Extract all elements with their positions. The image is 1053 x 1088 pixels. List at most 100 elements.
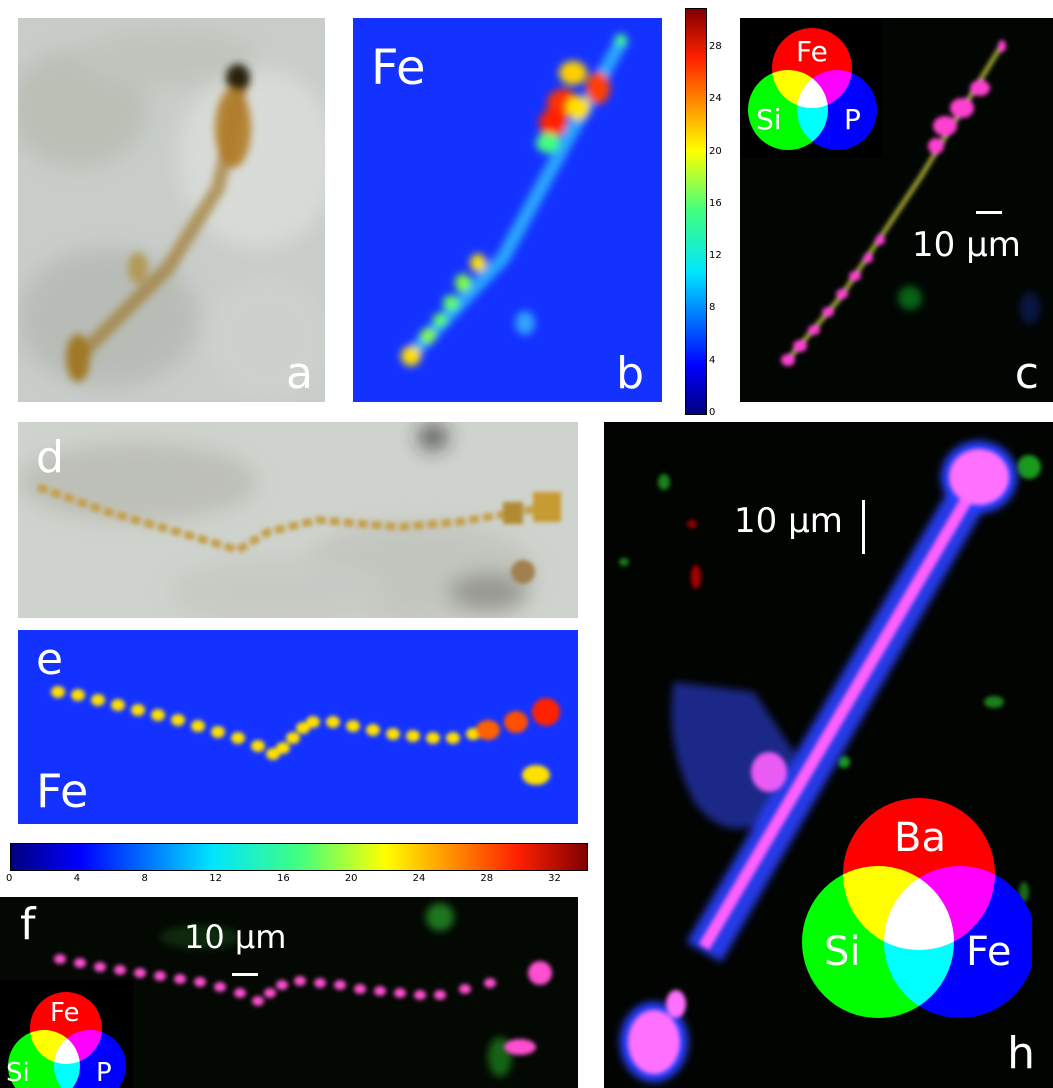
horizontal-colorbar-tick: 8 [141,873,148,884]
fe-bead [528,961,552,985]
panel-e-fe-map: e Fe [18,630,578,824]
fe-bead [446,732,460,744]
vertical-colorbar-tick: 24 [709,93,722,105]
panel-h-label: h [1007,1028,1035,1079]
panel-e-label: e [36,634,64,685]
fe-bead [114,965,126,975]
panel-b-image [353,18,662,402]
fe-bead [286,732,300,744]
fe-bead [476,720,500,740]
fe-bead [231,732,245,744]
panel-d-optical-image: d [18,422,578,618]
panel-a-image [18,18,325,402]
panel-h-scale-bar-line [862,500,865,554]
fe-bead [171,714,185,726]
fe-bead [94,962,106,972]
panel-c-image [740,18,1053,402]
panel-c-rgb-composite: Fe Si P 10 µm c [740,18,1053,402]
vertical-colorbar-tick: 28 [709,41,722,53]
fe-bead [532,698,560,726]
vertical-colorbar-tick: 8 [709,302,716,314]
vertical-colorbar-tick: 16 [709,197,722,209]
venn-diagram-h [802,798,1032,1018]
panel-b-fe-map: Fe b [353,18,662,402]
fe-bead [366,724,380,736]
fe-bead [276,742,290,754]
fe-bead [111,699,125,711]
horizontal-colorbar-tick: 20 [344,873,358,884]
panel-f-rgb-composite: Fe Si P f 10 µm [0,897,578,1088]
panel-d-label: d [36,432,64,483]
fe-bead [386,728,400,740]
panel-f-legend-left: Si [6,1058,30,1088]
panel-h-legend-left: Si [824,929,861,975]
fe-bead [234,988,246,998]
fe-bead [194,977,206,987]
horizontal-colorbar-tick: 0 [6,873,13,884]
fe-bead [484,978,496,988]
vertical-colorbar [685,8,707,415]
fe-bead [459,984,471,994]
fe-bead [326,716,340,728]
panel-c-label: c [1014,348,1039,399]
fe-bead [154,971,166,981]
fe-bead [406,730,420,742]
fe-bead [74,958,86,968]
vertical-colorbar-tick: 0 [709,407,716,418]
panel-h-scale-bar-label: 10 µm [734,501,843,541]
panel-c-legend: Fe Si P [740,18,883,158]
fe-bead [504,1039,536,1055]
panel-b-label: b [616,348,644,399]
fe-bead [414,990,426,1000]
fe-bead [264,988,276,998]
fe-bead [346,720,360,732]
panel-d-image [18,422,578,618]
panel-h-legend: Ba Si Fe [802,794,1032,1022]
fe-bead [252,996,264,1006]
fe-bead [266,748,280,760]
vertical-colorbar-tick: 20 [709,145,722,157]
panel-f-scale-bar-line [232,973,258,976]
venn-diagram-f [8,992,126,1088]
panel-a-optical-image: a [18,18,325,402]
panel-c-legend-right: P [844,103,861,136]
horizontal-colorbar-tick: 32 [548,873,561,884]
horizontal-colorbar-tick: 28 [480,873,494,884]
horizontal-colorbar-tick: 12 [209,873,223,884]
panel-c-legend-top: Fe [796,35,828,68]
fe-bead [54,954,66,964]
fe-bead [276,980,288,990]
horizontal-colorbar [10,843,588,871]
fe-bead [306,716,320,728]
fe-bead [214,982,226,992]
fe-bead [131,704,145,716]
panel-c-scale-bar-line [976,211,1002,214]
panel-f-legend: Fe Si P [0,980,133,1088]
fe-bead [134,968,146,978]
panel-f-legend-right: P [96,1058,112,1088]
panel-f-scale-bar-label: 10 µm [184,918,287,956]
fe-bead [91,694,105,706]
fe-bead [522,765,550,785]
panel-e-image [18,630,578,824]
fe-bead [434,990,446,1000]
venn-diagram-c [748,28,877,150]
fe-bead [211,726,225,738]
panel-f-legend-top: Fe [50,998,80,1028]
panel-h-legend-right: Fe [966,929,1012,975]
fe-bead [374,986,386,996]
fe-bead [504,711,528,733]
vertical-colorbar-tick: 4 [709,354,716,366]
fe-bead [294,976,306,986]
panel-c-scale-bar-label: 10 µm [912,225,1021,265]
panel-b-element-label: Fe [371,40,426,96]
horizontal-colorbar-tick: 16 [277,873,290,884]
fe-bead [354,984,366,994]
fe-bead [334,980,346,990]
panel-f-label: f [20,899,36,950]
panel-a-label: a [286,348,313,399]
fe-bead [314,978,326,988]
fe-bead [174,974,186,984]
fe-bead [296,722,310,734]
fe-bead [71,689,85,701]
